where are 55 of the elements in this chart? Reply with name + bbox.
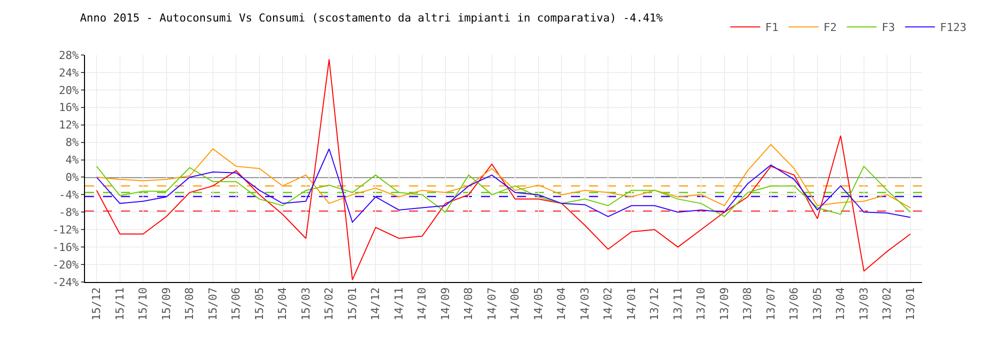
x-tick-label: 15/11: [113, 287, 126, 321]
x-tick-label: 13/06: [788, 287, 801, 321]
x-tick-label: 14/08: [462, 287, 476, 321]
x-tick-label: 15/05: [252, 287, 266, 321]
y-tick-label: -8%: [58, 206, 80, 219]
x-tick-label: 15/02: [322, 287, 336, 321]
x-tick-label: 13/07: [764, 287, 778, 321]
x-tick-label: 14/09: [438, 287, 452, 321]
x-tick-label: 14/10: [416, 287, 429, 321]
x-tick-label: 14/02: [602, 287, 615, 321]
x-tick-label: 13/02: [880, 287, 894, 321]
x-tick-label: 13/08: [741, 287, 754, 321]
x-tick-label: 14/03: [578, 287, 592, 321]
x-tick-label: 15/07: [206, 287, 220, 321]
y-tick-label: 12%: [58, 118, 80, 132]
legend-label: F3: [882, 21, 895, 34]
y-tick-label: 16%: [58, 101, 80, 114]
x-tick-label: 14/12: [369, 287, 382, 321]
x-tick-label: 14/01: [624, 287, 638, 321]
x-tick-label: 13/01: [904, 287, 917, 321]
y-tick-label: -4%: [58, 188, 80, 202]
x-tick-label: 13/05: [810, 287, 824, 321]
x-tick-label: 13/10: [694, 287, 708, 321]
x-tick-label: 13/04: [834, 287, 848, 321]
x-tick-label: 13/09: [718, 287, 731, 321]
x-tick-label: 15/09: [160, 287, 173, 321]
y-tick-label: 24%: [58, 66, 80, 80]
x-tick-label: 15/03: [299, 287, 312, 321]
x-tick-label: 14/11: [392, 287, 406, 321]
y-tick-label: -24%: [52, 276, 80, 289]
chart-title: Anno 2015 - Autoconsumi Vs Consumi (scostamento da altri impianti in comparativa) -4.41%: [80, 11, 664, 24]
y-tick-label: -20%: [52, 258, 80, 272]
x-tick-label: 14/07: [485, 287, 498, 321]
y-tick-label: 8%: [66, 136, 80, 150]
x-tick-label: 14/06: [508, 287, 522, 321]
x-tick-label: 15/08: [183, 287, 196, 321]
x-tick-label: 15/10: [136, 287, 150, 321]
x-tick-label: 13/03: [857, 287, 870, 321]
legend-label: F123: [940, 21, 966, 34]
y-tick-label: 4%: [66, 154, 80, 167]
y-tick-label: -16%: [52, 240, 80, 254]
y-tick-label: 0%: [66, 171, 80, 184]
y-tick-label: 28%: [58, 48, 80, 62]
legend-label: F2: [823, 21, 837, 34]
x-tick-label: 14/04: [555, 287, 568, 321]
x-tick-label: 15/04: [276, 287, 290, 321]
y-tick-label: 20%: [58, 84, 80, 97]
x-tick-label: 14/05: [532, 287, 545, 321]
legend-label: F1: [765, 21, 778, 34]
x-tick-label: 13/12: [648, 287, 662, 321]
x-tick-label: 15/06: [230, 287, 243, 321]
x-tick-label: 15/12: [90, 287, 104, 321]
y-tick-label: -12%: [52, 223, 80, 236]
x-tick-label: 15/01: [346, 287, 359, 321]
x-tick-label: 13/11: [671, 287, 684, 321]
